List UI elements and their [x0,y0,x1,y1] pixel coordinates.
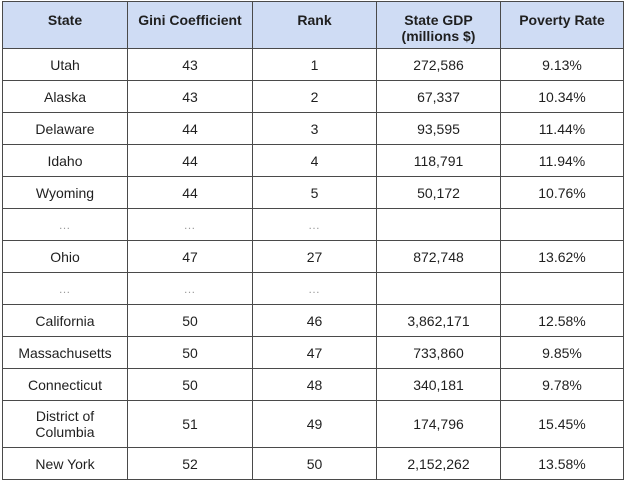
cell-rank: 46 [252,304,377,337]
cell-gdp: 733,860 [376,336,501,369]
table-row: Massachusetts 50 47 733,860 9.85% [2,336,624,369]
cell-state: Idaho [2,144,128,177]
header-gini-coefficient: Gini Coefficient [127,1,253,49]
cell-state: Delaware [2,112,128,145]
cell-state: Connecticut [2,368,128,401]
cell-gini: 44 [127,144,253,177]
cell-poverty: 9.85% [500,336,624,369]
cell-state: Ohio [2,240,128,273]
cell-rank: … [252,208,377,241]
cell-gini: 51 [127,400,253,448]
cell-poverty: 13.62% [500,240,624,273]
cell-rank: 4 [252,144,377,177]
cell-rank: … [252,272,377,305]
cell-poverty: 9.78% [500,368,624,401]
table-row: Connecticut 50 48 340,181 9.78% [2,368,624,401]
cell-rank: 49 [252,400,377,448]
state-inequality-table: State Gini Coefficient Rank State GDP (m… [2,1,624,480]
cell-gini: 43 [127,80,253,113]
cell-gini: 50 [127,368,253,401]
header-poverty-rate: Poverty Rate [500,1,624,49]
cell-gdp: 67,337 [376,80,501,113]
cell-poverty: 9.13% [500,48,624,81]
table-body: Utah 43 1 272,586 9.13% Alaska 43 2 67,3… [2,48,624,480]
cell-state: New York [2,447,128,480]
header-row: State Gini Coefficient Rank State GDP (m… [2,1,624,49]
cell-gdp [376,208,501,241]
cell-gini: 52 [127,447,253,480]
table-row: Utah 43 1 272,586 9.13% [2,48,624,81]
table-row: New York 52 50 2,152,262 13.58% [2,447,624,480]
cell-state: Utah [2,48,128,81]
cell-rank: 48 [252,368,377,401]
cell-gdp: 118,791 [376,144,501,177]
cell-rank: 5 [252,176,377,209]
cell-poverty: 10.76% [500,176,624,209]
cell-poverty: 11.94% [500,144,624,177]
table-row: Wyoming 44 5 50,172 10.76% [2,176,624,209]
cell-gini: 50 [127,304,253,337]
cell-gini: 47 [127,240,253,273]
cell-gdp: 50,172 [376,176,501,209]
cell-gdp [376,272,501,305]
cell-rank: 50 [252,447,377,480]
header-rank: Rank [252,1,377,49]
cell-gini: 44 [127,176,253,209]
table-row: Delaware 44 3 93,595 11.44% [2,112,624,145]
cell-gdp: 340,181 [376,368,501,401]
table-row: Ohio 47 27 872,748 13.62% [2,240,624,273]
cell-state: Massachusetts [2,336,128,369]
cell-poverty: 11.44% [500,112,624,145]
cell-gdp: 3,862,171 [376,304,501,337]
table-row-ellipsis: … … … [2,208,624,241]
cell-rank: 3 [252,112,377,145]
cell-poverty: 12.58% [500,304,624,337]
cell-gdp: 272,586 [376,48,501,81]
header-state: State [2,1,128,49]
cell-gdp: 2,152,262 [376,447,501,480]
cell-gdp: 872,748 [376,240,501,273]
data-table-container: State Gini Coefficient Rank State GDP (m… [2,1,624,480]
cell-poverty: 13.58% [500,447,624,480]
table-row-ellipsis: … … … [2,272,624,305]
cell-poverty: 10.34% [500,80,624,113]
cell-state: Alaska [2,80,128,113]
header-state-gdp-label: State GDP (millions $) [401,12,476,44]
cell-gini: … [127,208,253,241]
table-row: California 50 46 3,862,171 12.58% [2,304,624,337]
cell-gdp: 93,595 [376,112,501,145]
cell-rank: 27 [252,240,377,273]
cell-gini: … [127,272,253,305]
table-header: State Gini Coefficient Rank State GDP (m… [2,1,624,49]
cell-gini: 50 [127,336,253,369]
cell-rank: 2 [252,80,377,113]
cell-state: Wyoming [2,176,128,209]
cell-state: … [2,272,128,305]
cell-gdp: 174,796 [376,400,501,448]
cell-poverty: 15.45% [500,400,624,448]
header-state-gdp: State GDP (millions $) [376,1,501,49]
cell-poverty [500,208,624,241]
cell-rank: 47 [252,336,377,369]
cell-gini: 44 [127,112,253,145]
cell-rank: 1 [252,48,377,81]
table-row: Idaho 44 4 118,791 11.94% [2,144,624,177]
cell-gini: 43 [127,48,253,81]
cell-state: California [2,304,128,337]
table-row: Alaska 43 2 67,337 10.34% [2,80,624,113]
cell-state: District of Columbia [2,400,128,448]
table-row: District of Columbia 51 49 174,796 15.45… [2,400,624,448]
cell-poverty [500,272,624,305]
cell-state: … [2,208,128,241]
